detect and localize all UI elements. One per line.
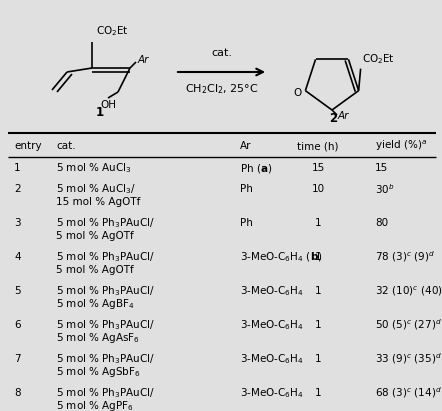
Text: 5 mol % AgOTf: 5 mol % AgOTf (56, 231, 134, 241)
Text: 5 mol % AgAsF$_6$: 5 mol % AgAsF$_6$ (56, 331, 140, 345)
Text: 5: 5 (14, 286, 21, 296)
Text: cat.: cat. (211, 48, 232, 58)
Text: Ph: Ph (240, 184, 253, 194)
Text: 1: 1 (315, 388, 321, 398)
Text: 1: 1 (315, 286, 321, 296)
Text: time (h): time (h) (297, 141, 339, 151)
Text: 30$^b$: 30$^b$ (375, 182, 395, 196)
Text: 50 (5)$^c$ (27)$^d$: 50 (5)$^c$ (27)$^d$ (375, 318, 442, 332)
Text: Ph ($\mathbf{a}$): Ph ($\mathbf{a}$) (240, 162, 272, 175)
Text: Ar: Ar (138, 55, 149, 65)
Text: 4: 4 (14, 252, 21, 262)
Text: 3-MeO-C$_6$H$_4$: 3-MeO-C$_6$H$_4$ (240, 386, 304, 400)
Text: 32 (10)$^c$ (40)$^d$: 32 (10)$^c$ (40)$^d$ (375, 284, 442, 298)
Text: CH$_2$Cl$_2$, 25°C: CH$_2$Cl$_2$, 25°C (185, 82, 258, 96)
Text: 5 mol % Ph$_3$PAuCl/: 5 mol % Ph$_3$PAuCl/ (56, 250, 155, 264)
Text: 80: 80 (375, 218, 388, 228)
Text: 68 (3)$^c$ (14)$^d$: 68 (3)$^c$ (14)$^d$ (375, 386, 442, 400)
Text: 5 mol % Ph$_3$PAuCl/: 5 mol % Ph$_3$PAuCl/ (56, 216, 155, 230)
Text: CO$_2$Et: CO$_2$Et (96, 24, 129, 38)
Text: 7: 7 (14, 354, 21, 364)
Text: Ph: Ph (240, 218, 253, 228)
Text: 10: 10 (312, 184, 324, 194)
Text: 78 (3)$^c$ (9)$^d$: 78 (3)$^c$ (9)$^d$ (375, 249, 435, 264)
Text: 5 mol % AgSbF$_6$: 5 mol % AgSbF$_6$ (56, 365, 141, 379)
Text: Ar: Ar (240, 141, 251, 151)
Text: 15: 15 (375, 163, 388, 173)
Text: entry: entry (14, 141, 42, 151)
Text: 15: 15 (311, 163, 324, 173)
Text: 5 mol % Ph$_3$PAuCl/: 5 mol % Ph$_3$PAuCl/ (56, 284, 155, 298)
Text: 5 mol % AgOTf: 5 mol % AgOTf (56, 265, 134, 275)
Text: 3-MeO-C$_6$H$_4$: 3-MeO-C$_6$H$_4$ (240, 352, 304, 366)
Text: 2: 2 (14, 184, 21, 194)
Text: 1: 1 (315, 252, 321, 262)
Text: 3-MeO-C$_6$H$_4$: 3-MeO-C$_6$H$_4$ (240, 318, 304, 332)
Text: 33 (9)$^c$ (35)$^d$: 33 (9)$^c$ (35)$^d$ (375, 351, 442, 366)
Text: Ar: Ar (338, 111, 349, 121)
Text: 5 mol % Ph$_3$PAuCl/: 5 mol % Ph$_3$PAuCl/ (56, 386, 155, 400)
Text: cat.: cat. (56, 141, 76, 151)
Text: $\mathbf{2}$: $\mathbf{2}$ (329, 111, 339, 125)
Text: 5 mol % AgPF$_6$: 5 mol % AgPF$_6$ (56, 399, 134, 411)
Text: 5 mol % Ph$_3$PAuCl/: 5 mol % Ph$_3$PAuCl/ (56, 352, 155, 366)
Text: 5 mol % AgBF$_4$: 5 mol % AgBF$_4$ (56, 297, 135, 311)
Text: 1: 1 (315, 320, 321, 330)
Text: 5 mol % AuCl$_3$/: 5 mol % AuCl$_3$/ (56, 182, 136, 196)
Text: 5 mol % AuCl$_3$: 5 mol % AuCl$_3$ (56, 161, 132, 175)
Text: 1: 1 (315, 354, 321, 364)
Text: 3-MeO-C$_6$H$_4$ ($\mathbf{b}$): 3-MeO-C$_6$H$_4$ ($\mathbf{b}$) (240, 250, 323, 264)
Text: 8: 8 (14, 388, 21, 398)
Text: 1: 1 (315, 218, 321, 228)
Text: 3-MeO-C$_6$H$_4$: 3-MeO-C$_6$H$_4$ (240, 284, 304, 298)
Text: O: O (293, 88, 301, 98)
Text: yield (%)$^a$: yield (%)$^a$ (375, 139, 427, 153)
Text: 6: 6 (14, 320, 21, 330)
Text: 15 mol % AgOTf: 15 mol % AgOTf (56, 197, 141, 207)
Text: 1: 1 (14, 163, 21, 173)
Text: OH: OH (100, 100, 116, 110)
Text: CO$_2$Et: CO$_2$Et (362, 52, 395, 66)
Text: $\mathbf{1}$: $\mathbf{1}$ (95, 106, 105, 118)
Text: 5 mol % Ph$_3$PAuCl/: 5 mol % Ph$_3$PAuCl/ (56, 318, 155, 332)
Text: 3: 3 (14, 218, 21, 228)
